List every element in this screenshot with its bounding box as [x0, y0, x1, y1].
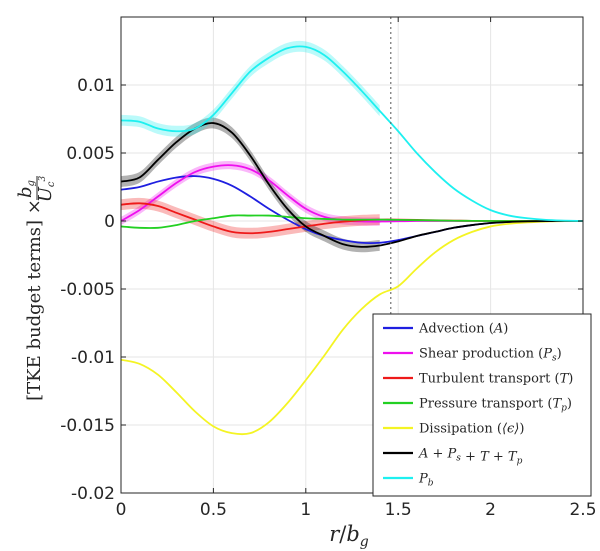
- legend: Advection (A) Shear production (Ps) Turbul…: [372, 313, 592, 497]
- legend-entry-1: Shear production (Ps): [419, 347, 562, 364]
- series-line-5: [120, 122, 584, 248]
- series-band-6: [121, 40, 380, 137]
- legend-entry-3: Pressure transport (Tp): [419, 397, 572, 414]
- legend-box: [372, 313, 592, 497]
- axes-box: [120, 16, 584, 494]
- legend-entry-2: Turbulent transport (T): [419, 372, 573, 387]
- legend-entry-5: A + Ps + T + Tp: [418, 447, 523, 467]
- x-tick-label: 0.5: [200, 500, 227, 520]
- y-tick-label: 0: [104, 212, 115, 232]
- x-axis-label: r/bg: [329, 522, 369, 550]
- x-tick-label: 0: [116, 500, 127, 520]
- x-tick-label: 2.5: [569, 500, 596, 520]
- y-tick-label: -0.01: [71, 348, 115, 368]
- series-line-0: [120, 175, 584, 244]
- y-tick-label: 0.01: [77, 76, 115, 96]
- legend-entry-4: Dissipation (⟨ϵ⟩): [419, 422, 524, 437]
- y-tick-label: -0.02: [71, 484, 115, 504]
- series-band-2: [121, 197, 380, 239]
- legend-entry-6: Pb: [418, 472, 434, 489]
- svg-text:bg: bg: [15, 180, 37, 198]
- legend-entry-0: Advection (A): [418, 322, 508, 337]
- series-line-4: [120, 220, 584, 436]
- y-tick-label: -0.015: [60, 416, 115, 436]
- ticks: 0 0.5 1 1.5 2 2.5 0.01 0.005 0 -0.005 -0.01 -0.015 -…: [60, 17, 597, 520]
- series-lines: [120, 45, 584, 436]
- y-tick-label: 0.005: [66, 144, 115, 164]
- y-tick-label: -0.005: [60, 280, 115, 300]
- series-line-3: [120, 214, 583, 229]
- series-line-6: [120, 45, 584, 222]
- x-tick-label: 1.5: [385, 500, 412, 520]
- x-tick-label: 2: [485, 500, 496, 520]
- svg-text:[TKE budget terms] ×: [TKE budget terms] ×: [24, 199, 45, 401]
- x-tick-label: 1: [300, 500, 311, 520]
- y-axis-label: [TKE budget terms] × bg Uc3: [15, 175, 57, 400]
- svg-text:Uc3: Uc3: [35, 175, 57, 202]
